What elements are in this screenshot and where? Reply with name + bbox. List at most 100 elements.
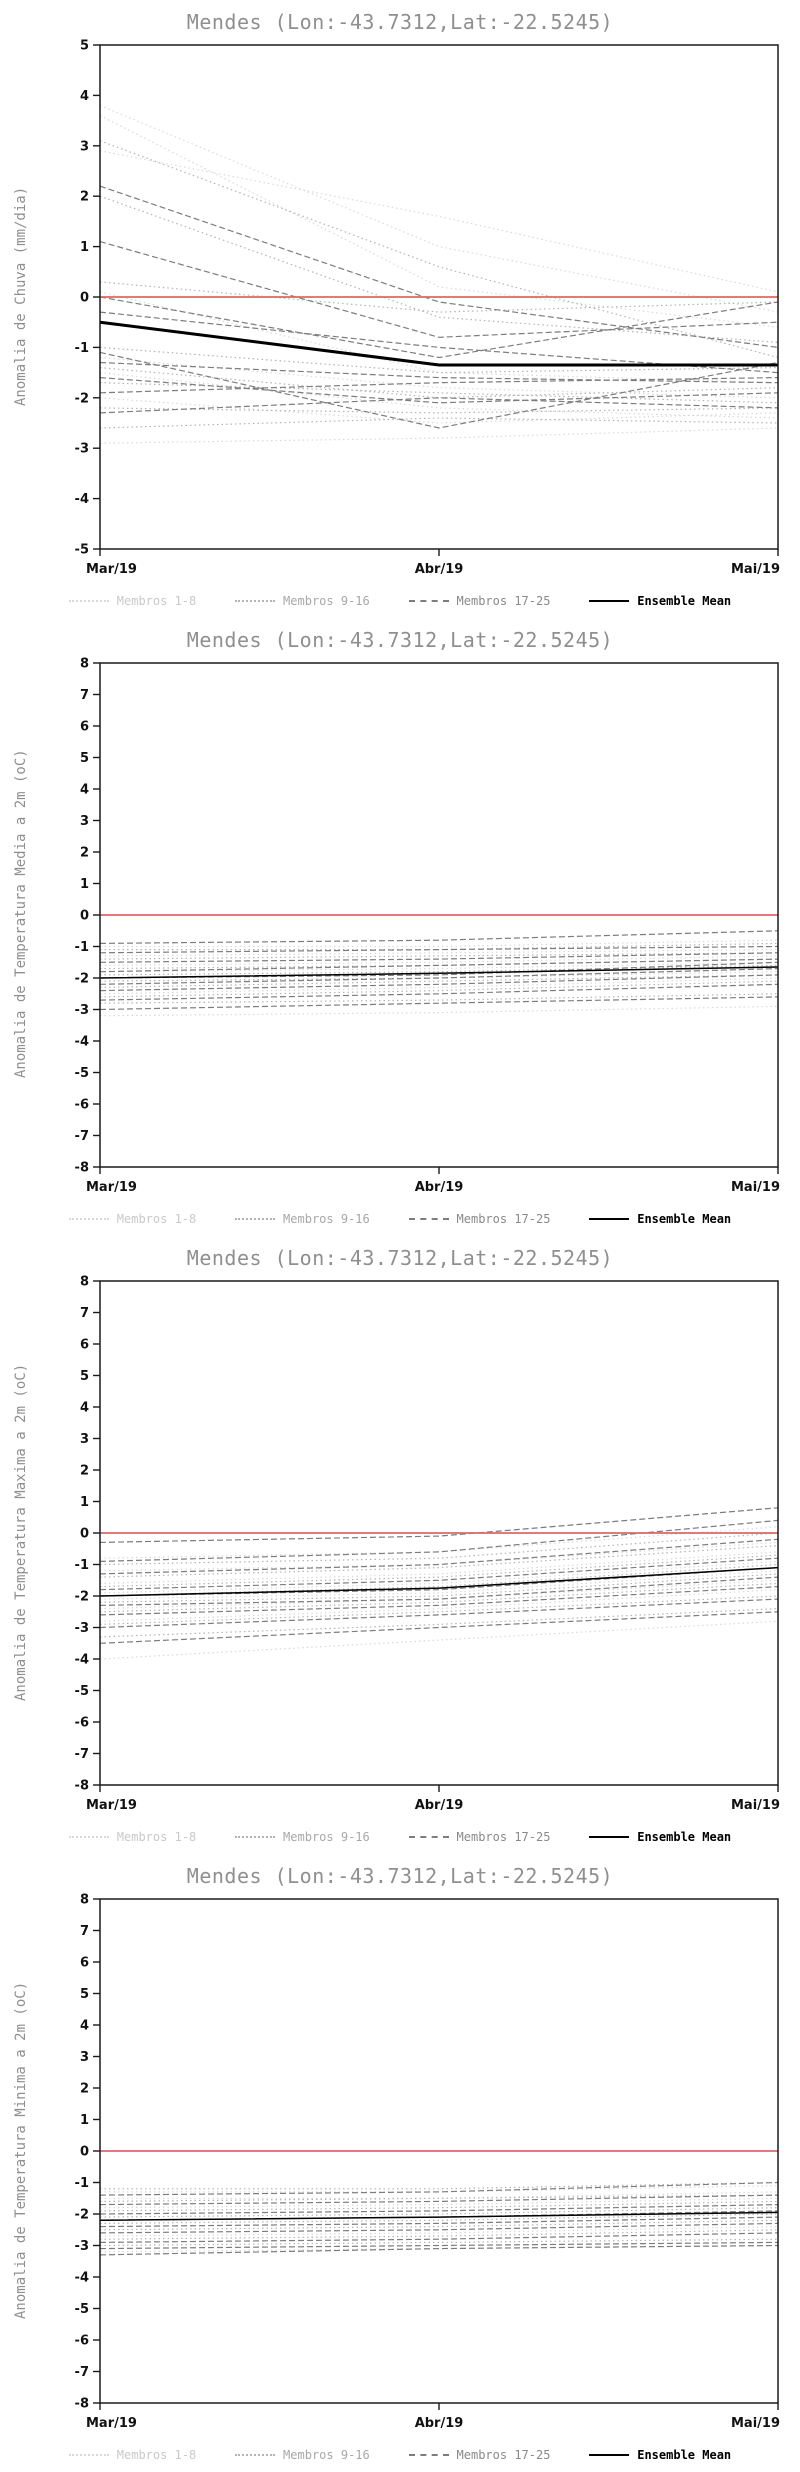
y-axis-label: Anomalia de Chuva (mm/dia): [13, 186, 29, 406]
line-chart: -8 -7 -6 -5 -4 -3 -2 -1 0 1 2 3 4 5 6 7 8 Mar/19 Abr/19 Mai…: [75, 1275, 780, 1814]
svg-text:-8: -8: [75, 1161, 89, 1176]
svg-text:0: 0: [80, 1527, 89, 1542]
svg-text:-7: -7: [75, 1747, 89, 1762]
svg-text:3: 3: [80, 2050, 89, 2065]
svg-text:-1: -1: [75, 2176, 89, 2191]
svg-text:6: 6: [80, 1338, 89, 1353]
legend-item-label: Membros 9-16: [283, 1212, 370, 1226]
svg-text:6: 6: [80, 720, 89, 735]
legend-line-sample: [408, 2454, 449, 2456]
svg-text:-2: -2: [75, 972, 89, 987]
svg-text:4: 4: [80, 89, 89, 104]
svg-text:-5: -5: [75, 543, 89, 558]
svg-text:-8: -8: [75, 1779, 89, 1794]
legend-item-label: Membros 17-25: [456, 2448, 551, 2462]
legend-line-sample: [408, 1218, 449, 1220]
legend-item: Membros 1-8: [68, 1830, 197, 1844]
svg-text:-1: -1: [75, 341, 89, 356]
svg-text:-4: -4: [75, 2271, 89, 2286]
legend-item-label: Membros 17-25: [456, 594, 551, 608]
svg-text:-3: -3: [75, 1621, 89, 1636]
legend-line-sample: [408, 1836, 449, 1838]
svg-text:-6: -6: [75, 1716, 89, 1731]
legend-item: Membros 9-16: [235, 1212, 370, 1226]
svg-text:3: 3: [80, 139, 89, 154]
svg-text:-4: -4: [75, 1653, 89, 1668]
legend-item-label: Membros 17-25: [456, 1212, 551, 1226]
legend-line-sample: [68, 2454, 109, 2456]
legend-item-label: Membros 17-25: [456, 1830, 551, 1844]
legend-item-label: Membros 9-16: [283, 2448, 370, 2462]
svg-text:-6: -6: [75, 1098, 89, 1113]
chart-panel-min-temperature-anomaly: Mendes (Lon:-43.7312,Lat:-22.5245) Anoma…: [0, 1854, 800, 2472]
svg-text:-2: -2: [75, 391, 89, 406]
svg-text:-1: -1: [75, 940, 89, 955]
legend-item: Membros 17-25: [408, 594, 551, 608]
legend-item: Membros 1-8: [68, 594, 196, 608]
chart-legend: Membros 1-8 Membros 9-16 Membros 17-25 Ense…: [0, 587, 800, 615]
svg-text:Abr/19: Abr/19: [415, 1180, 464, 1195]
line-chart: -8 -7 -6 -5 -4 -3 -2 -1 0 1 2 3 4 5 6 7 8 Mar/19 Abr/19 Mai…: [75, 657, 780, 1196]
svg-text:Mai/19: Mai/19: [731, 1798, 780, 1813]
svg-text:-5: -5: [75, 2302, 89, 2317]
svg-text:-5: -5: [75, 1684, 89, 1699]
svg-text:3: 3: [80, 814, 89, 829]
legend-line-sample: [589, 600, 630, 602]
svg-text:-3: -3: [75, 1003, 89, 1018]
legend-item: Membros 17-25: [408, 2448, 551, 2462]
svg-text:6: 6: [80, 1956, 89, 1971]
svg-text:8: 8: [80, 1893, 89, 1908]
legend-line-sample: [589, 1836, 630, 1838]
svg-text:1: 1: [80, 2113, 89, 2128]
svg-text:Abr/19: Abr/19: [415, 1798, 464, 1813]
svg-text:7: 7: [80, 688, 89, 703]
legend-item: Membros 9-16: [235, 594, 370, 608]
line-chart: -5 -4 -3 -2 -1 0 1 2 3 4 5 Mar/19 Abr/19 Mai/19: [75, 39, 780, 578]
legend-item-label: Ensemble Mean: [637, 1830, 732, 1844]
svg-text:8: 8: [80, 1275, 89, 1290]
chart-title: Mendes (Lon:-43.7312,Lat:-22.5245): [186, 1246, 614, 1270]
legend-line-sample: [589, 1218, 630, 1220]
legend-item-label: Membros 1-8: [116, 2448, 197, 2462]
legend-line-sample: [589, 2454, 630, 2456]
legend-item: Membros 17-25: [408, 1830, 551, 1844]
chart-panel-precipitation-anomaly: Mendes (Lon:-43.7312,Lat:-22.5245) Anoma…: [0, 0, 800, 618]
y-axis-label: Anomalia de Temperatura Minima a 2m (oC): [13, 1981, 29, 2319]
svg-text:7: 7: [80, 1924, 89, 1939]
svg-text:1: 1: [80, 240, 89, 255]
chart-title: Mendes (Lon:-43.7312,Lat:-22.5245): [186, 1864, 614, 1888]
legend-item-label: Membros 9-16: [283, 594, 370, 608]
legend-line-sample: [235, 2454, 276, 2456]
legend-item: Ensemble Mean: [589, 1212, 731, 1226]
line-chart: -8 -7 -6 -5 -4 -3 -2 -1 0 1 2 3 4 5 6 7 8 Mar/19 Abr/19 Mai…: [75, 1893, 780, 2432]
svg-text:5: 5: [80, 751, 89, 766]
svg-text:-8: -8: [75, 2397, 89, 2412]
legend-line-sample: [235, 600, 276, 602]
svg-text:-1: -1: [75, 1558, 89, 1573]
chart-legend: Membros 1-8 Membros 9-16 Membros 17-25 Ense…: [0, 1823, 800, 1851]
y-axis-label: Anomalia de Temperatura Maxima a 2m (oC): [13, 1363, 29, 1701]
svg-text:Abr/19: Abr/19: [415, 562, 464, 577]
svg-text:5: 5: [80, 1987, 89, 2002]
svg-text:-4: -4: [75, 1035, 89, 1050]
svg-text:0: 0: [80, 291, 89, 306]
legend-item-label: Ensemble Mean: [637, 2448, 732, 2462]
legend-line-sample: [68, 1218, 109, 1220]
svg-text:4: 4: [80, 1401, 89, 1416]
legend-item-label: Membros 9-16: [283, 1830, 370, 1844]
legend-line-sample: [68, 1836, 109, 1838]
legend-item: Membros 17-25: [408, 1212, 551, 1226]
svg-text:0: 0: [80, 2145, 89, 2160]
svg-text:3: 3: [80, 1432, 89, 1447]
legend-item-label: Membros 1-8: [116, 1830, 197, 1844]
chart-panel-max-temperature-anomaly: Mendes (Lon:-43.7312,Lat:-22.5245) Anoma…: [0, 1236, 800, 1854]
legend-item: Ensemble Mean: [589, 594, 731, 608]
chart-legend: Membros 1-8 Membros 9-16 Membros 17-25 Ense…: [0, 2441, 800, 2469]
svg-text:Mar/19: Mar/19: [86, 562, 137, 577]
svg-text:7: 7: [80, 1306, 89, 1321]
chart-title: Mendes (Lon:-43.7312,Lat:-22.5245): [186, 628, 614, 652]
legend-item: Membros 9-16: [235, 1830, 370, 1844]
svg-text:Mar/19: Mar/19: [86, 1180, 137, 1195]
chart-panel-mean-temperature-anomaly: Mendes (Lon:-43.7312,Lat:-22.5245) Anoma…: [0, 618, 800, 1236]
svg-text:1: 1: [80, 1495, 89, 1510]
